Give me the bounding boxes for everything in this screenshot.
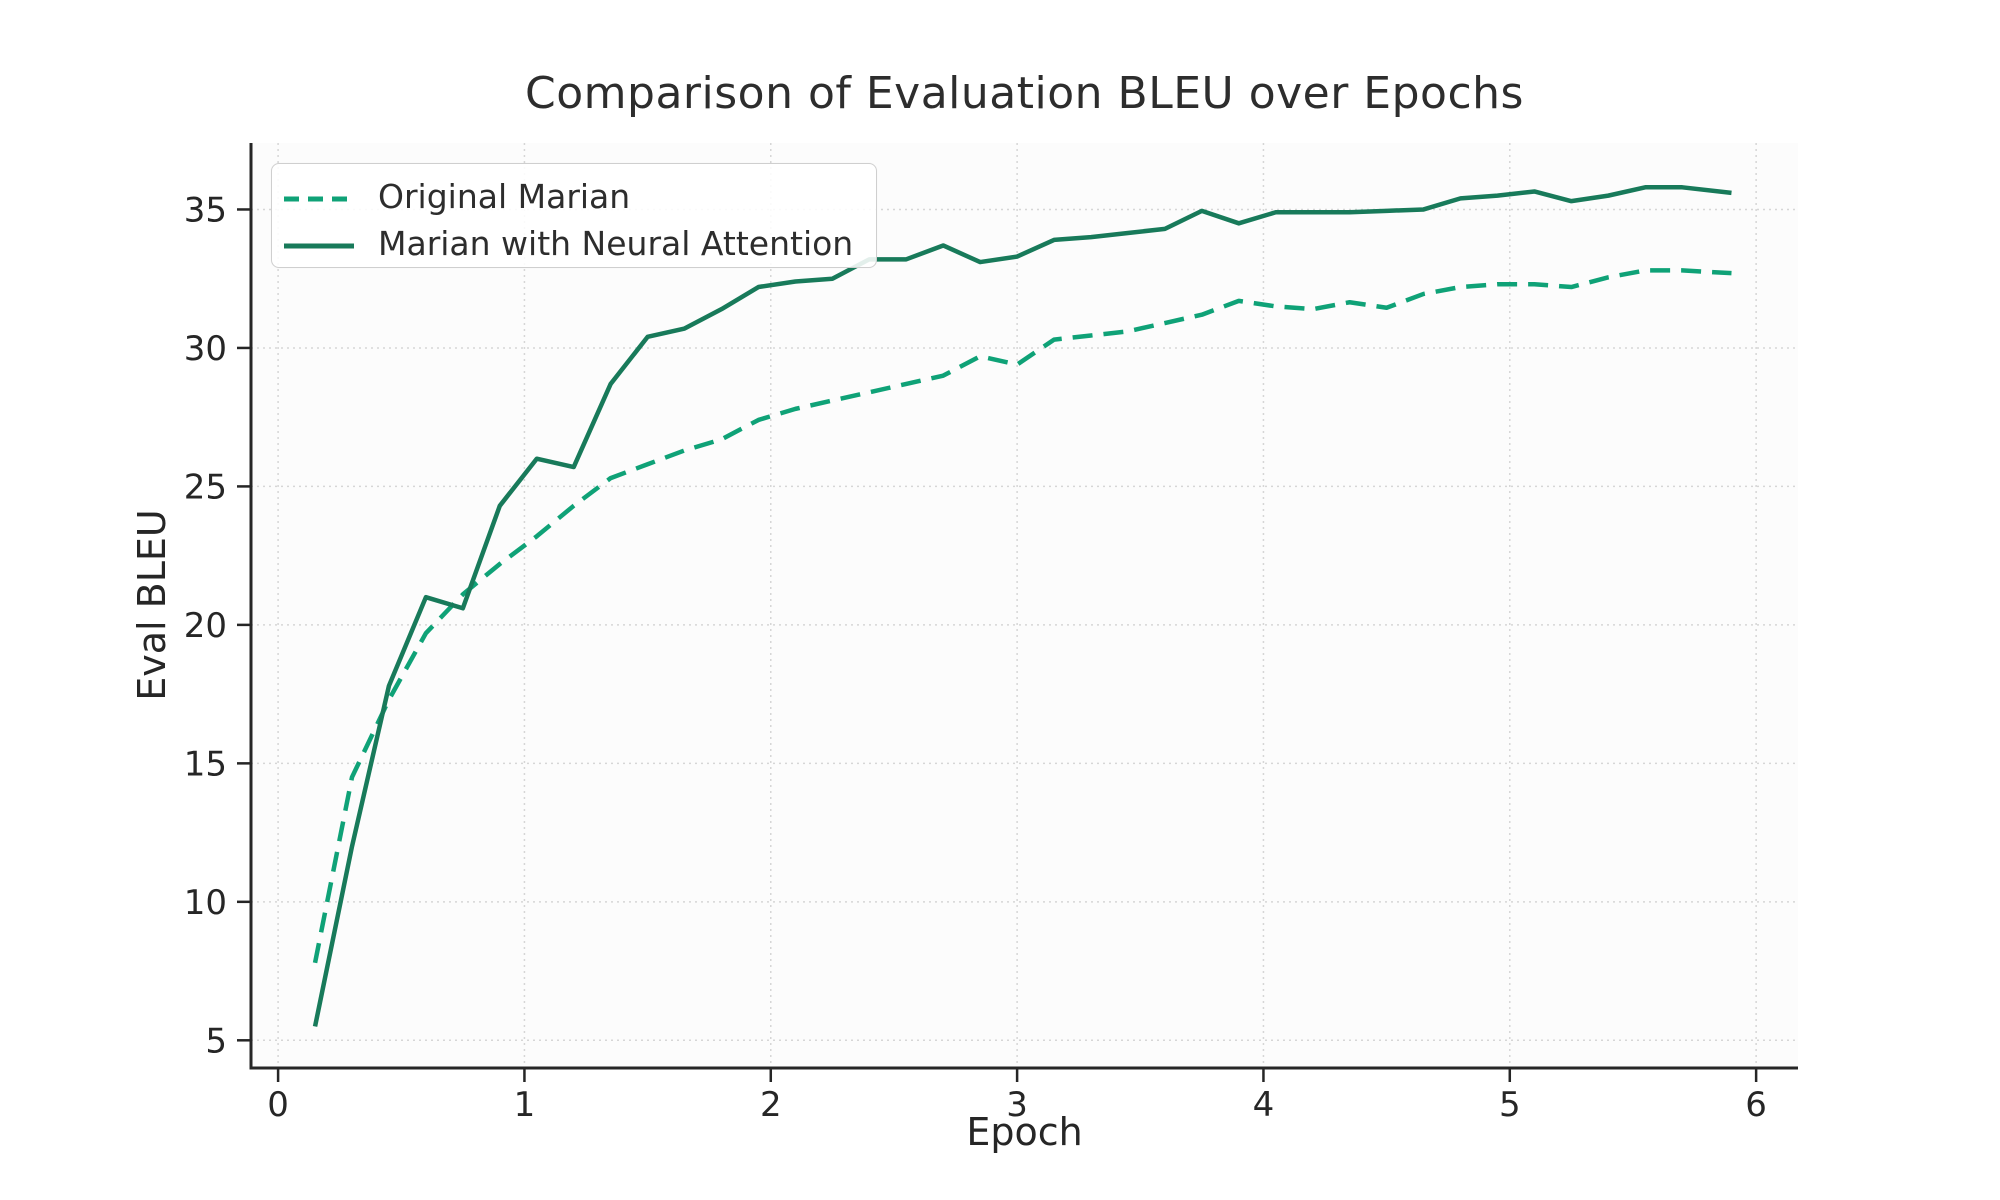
x-tick-label: 2 [760,1085,782,1125]
x-tick-label: 0 [267,1085,289,1125]
plot-background [251,143,1798,1068]
y-tick-label: 25 [184,467,227,507]
legend-label: Marian with Neural Attention [378,224,854,263]
x-tick-label: 4 [1253,1085,1275,1125]
series-line-marian-with-neural-attention [312,185,1732,1027]
x-tick-label: 3 [1006,1085,1028,1125]
x-tick-label: 5 [1499,1085,1521,1125]
legend: Original Marian Marian with Neural Atten… [271,163,877,268]
y-tick-label: 10 [184,883,227,923]
chart-title: Comparison of Evaluation BLEU over Epoch… [525,68,1524,119]
y-tick-label: 5 [205,1021,227,1061]
x-axis-label: Epoch [966,1110,1083,1154]
solid-line-swatch-icon [284,243,354,248]
legend-item-original-marian: Original Marian [284,175,858,222]
y-tick-label: 35 [184,190,227,230]
y-axis-label: Eval BLEU [130,509,174,701]
series-line-original-marian [312,268,1732,964]
y-tick-label: 20 [184,606,227,646]
x-tick-label: 6 [1745,1085,1767,1125]
legend-item-marian-neural-attention: Marian with Neural Attention [284,222,858,269]
dashed-line-swatch-icon [284,196,354,201]
legend-label: Original Marian [378,177,631,216]
x-tick-label: 1 [514,1085,536,1125]
y-tick-label: 30 [184,329,227,369]
y-tick-label: 15 [184,744,227,784]
